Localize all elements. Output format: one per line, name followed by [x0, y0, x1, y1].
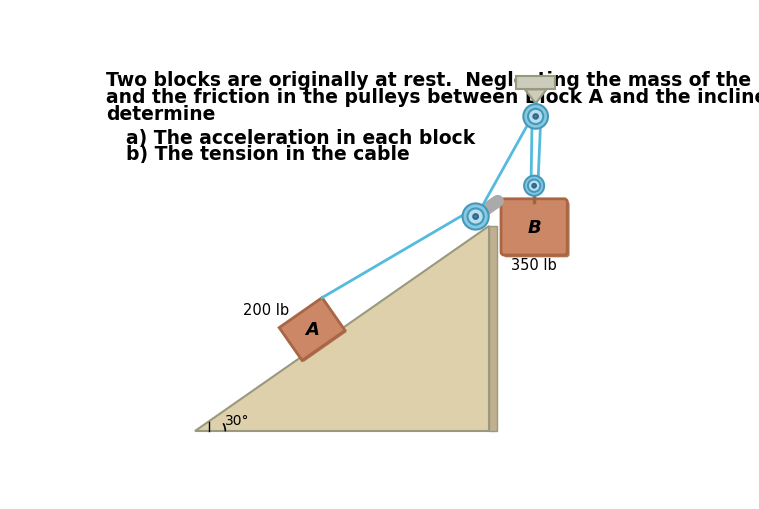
Circle shape	[528, 109, 543, 125]
FancyBboxPatch shape	[501, 200, 567, 256]
Text: determine: determine	[106, 105, 216, 124]
Circle shape	[532, 185, 536, 188]
Circle shape	[524, 105, 548, 129]
Text: b) The tension in the cable: b) The tension in the cable	[126, 145, 410, 164]
Bar	[490, 227, 497, 432]
Text: and the friction in the pulleys between Block A and the incline,: and the friction in the pulleys between …	[106, 88, 759, 107]
Polygon shape	[525, 90, 546, 104]
Polygon shape	[279, 298, 345, 361]
Polygon shape	[281, 300, 347, 362]
Circle shape	[474, 215, 478, 219]
FancyBboxPatch shape	[503, 202, 569, 258]
Text: A: A	[305, 321, 319, 338]
Text: Two blocks are originally at rest.  Neglecting the mass of the pulleys: Two blocks are originally at rest. Negle…	[106, 71, 759, 90]
Circle shape	[528, 180, 540, 192]
Circle shape	[468, 209, 483, 225]
Text: B: B	[528, 218, 541, 237]
Circle shape	[462, 204, 489, 230]
Polygon shape	[195, 227, 490, 432]
Text: 30°: 30°	[225, 414, 249, 428]
Text: a) The acceleration in each block: a) The acceleration in each block	[126, 129, 475, 148]
Circle shape	[524, 176, 544, 196]
Text: 200 lb: 200 lb	[243, 302, 289, 317]
Circle shape	[534, 115, 538, 120]
Bar	[516, 76, 555, 90]
Text: 350 lb: 350 lb	[512, 257, 557, 272]
